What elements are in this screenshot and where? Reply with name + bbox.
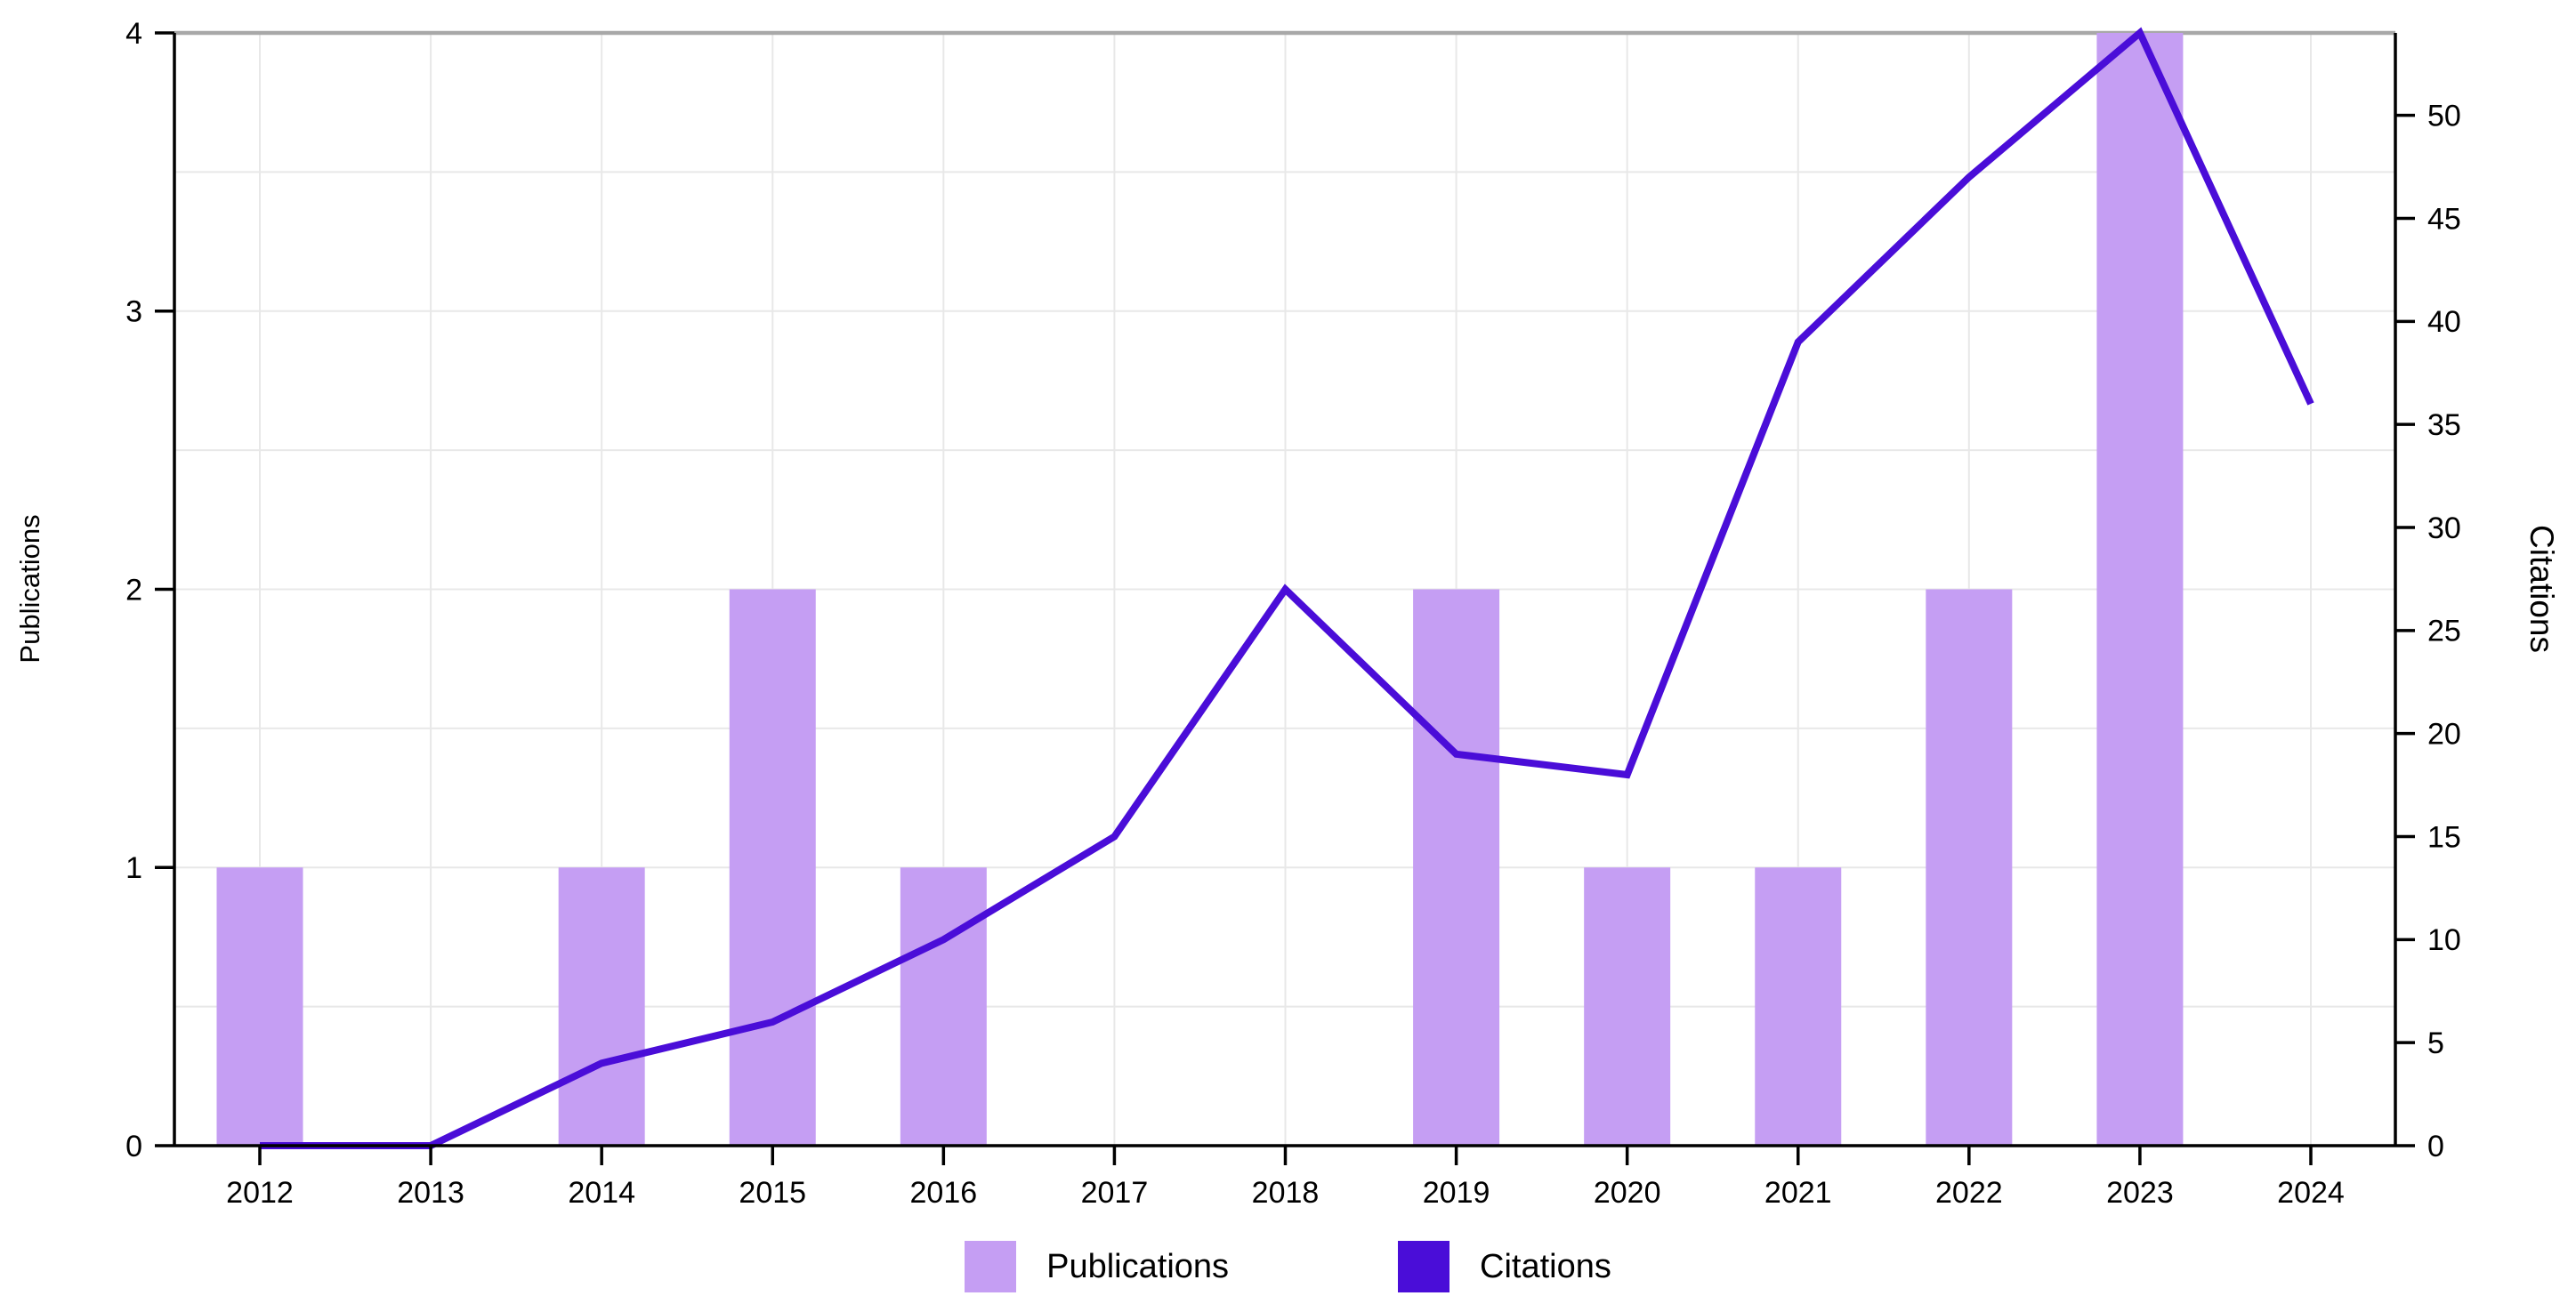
x-tick-label: 2023 <box>2106 1176 2174 1210</box>
x-tick-label: 2018 <box>1252 1176 1320 1210</box>
x-tick-label: 2012 <box>226 1176 294 1210</box>
x-tick-label: 2024 <box>2277 1176 2345 1210</box>
x-tick-label: 2014 <box>568 1176 635 1210</box>
bar-2020 <box>1584 867 1671 1146</box>
right-tick-label: 40 <box>2427 305 2461 339</box>
left-axis-title: Publications <box>14 514 45 664</box>
x-tick-label: 2019 <box>1423 1176 1490 1210</box>
right-tick-label: 10 <box>2427 923 2461 957</box>
right-tick-label: 5 <box>2427 1026 2444 1060</box>
legend-item-citations: Citations <box>1398 1241 1611 1292</box>
bar-2012 <box>216 867 303 1146</box>
left-tick-label: 2 <box>125 573 142 607</box>
bar-2022 <box>1926 589 2013 1146</box>
legend-label-citations: Citations <box>1480 1247 1611 1285</box>
x-tick-label: 2016 <box>910 1176 978 1210</box>
legend-item-publications: Publications <box>965 1241 1229 1292</box>
right-tick-label: 30 <box>2427 511 2461 545</box>
bar-2019 <box>1413 589 1500 1146</box>
bar-2016 <box>900 867 987 1146</box>
x-tick-label: 2015 <box>739 1176 806 1210</box>
x-tick-label: 2021 <box>1764 1176 1832 1210</box>
legend: Publications Citations <box>0 1238 2576 1295</box>
x-tick-label: 2017 <box>1081 1176 1149 1210</box>
left-tick-label: 4 <box>125 17 142 51</box>
citations-swatch <box>1398 1241 1450 1292</box>
bar-2015 <box>729 589 816 1146</box>
publications-bars <box>216 33 2184 1146</box>
right-tick-label: 25 <box>2427 615 2461 648</box>
left-tick-label: 0 <box>125 1130 142 1163</box>
right-tick-label: 20 <box>2427 718 2461 752</box>
x-tick-label: 2013 <box>397 1176 464 1210</box>
left-tick-label: 3 <box>125 295 142 329</box>
publications-swatch <box>965 1241 1017 1292</box>
right-tick-label: 45 <box>2427 202 2461 236</box>
right-tick-label: 50 <box>2427 100 2461 133</box>
legend-label-publications: Publications <box>1046 1247 1230 1285</box>
bar-2021 <box>1755 867 1842 1146</box>
bar-2023 <box>2096 33 2184 1146</box>
right-tick-label: 0 <box>2427 1130 2444 1163</box>
left-tick-label: 1 <box>125 851 142 885</box>
axes <box>155 31 2415 1165</box>
x-tick-label: 2020 <box>1594 1176 1661 1210</box>
right-tick-label: 15 <box>2427 820 2461 854</box>
bar-2014 <box>558 867 645 1146</box>
x-tick-label: 2022 <box>1935 1176 2003 1210</box>
right-axis-title: Citations <box>2524 525 2560 653</box>
citations-line <box>260 27 2314 1149</box>
right-tick-label: 35 <box>2427 408 2461 442</box>
